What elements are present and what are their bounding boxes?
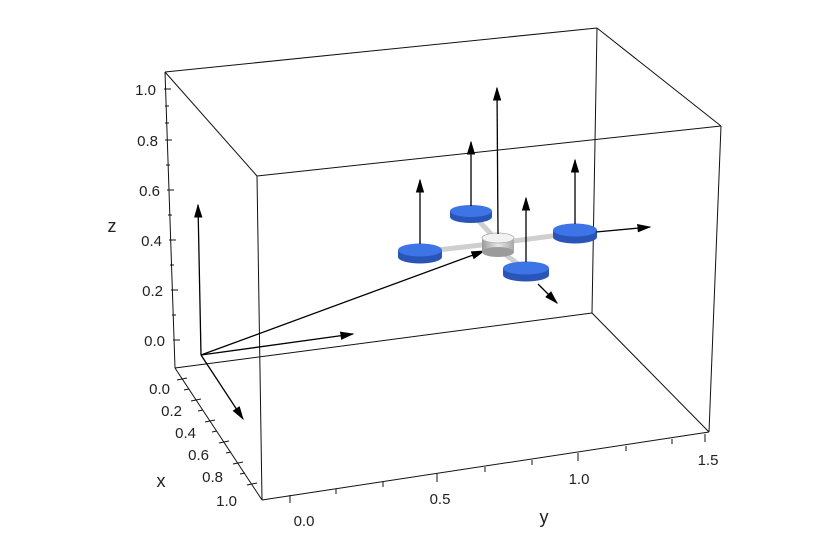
y-tick-label: 1.5 (698, 452, 719, 469)
rotor-left (398, 243, 442, 264)
x-tick-label: 0.6 (188, 447, 209, 464)
x-tick-label: 0.2 (161, 403, 182, 420)
x-tick-label: 1.0 (216, 493, 237, 510)
z-tick-label: 0.2 (142, 283, 163, 300)
x-tick-label: 0.8 (202, 469, 223, 486)
y-axis: 0.0 0.5 1.0 1.5 y (289, 434, 719, 530)
x-axis-label: x (157, 471, 166, 491)
world-y-arrow (200, 331, 355, 356)
rotor-front (503, 261, 549, 282)
body-frame (492, 86, 652, 304)
z-axis-label: z (108, 216, 117, 236)
y-axis-ticks (289, 434, 706, 503)
z-axis: 1.0 0.8 0.6 0.4 0.2 0.0 z (108, 82, 180, 350)
world-z-arrow (194, 203, 203, 356)
plot-box (164, 27, 722, 501)
thrust-vectors (415, 140, 580, 262)
quadrotor-hub (481, 232, 515, 257)
x-tick-label: 0.0 (149, 381, 170, 398)
world-frame (194, 203, 486, 421)
body-x-arrow (537, 283, 558, 304)
y-axis-label: y (540, 507, 549, 527)
rotor-right (553, 223, 597, 244)
y-tick-label: 0.0 (294, 513, 315, 530)
position-vector-arrow (200, 250, 486, 356)
quadrotor (398, 205, 597, 282)
body-z-arrow (492, 86, 502, 235)
y-tick-label: 0.5 (430, 491, 451, 508)
z-axis-ticks (164, 88, 180, 341)
z-tick-label: 0.4 (141, 233, 162, 250)
z-tick-label: 0.8 (137, 133, 158, 150)
body-y-arrow (595, 223, 652, 233)
rotor-back (450, 205, 492, 223)
x-axis: 0.0 0.2 0.4 0.6 0.8 1.0 x (149, 377, 258, 510)
x-axis-ticks (176, 377, 258, 486)
z-tick-label: 0.0 (144, 333, 165, 350)
z-tick-label: 1.0 (135, 82, 156, 99)
z-tick-label: 0.6 (139, 183, 160, 200)
y-tick-label: 1.0 (569, 471, 590, 488)
x-tick-label: 0.4 (175, 425, 196, 442)
world-x-arrow (200, 354, 244, 421)
